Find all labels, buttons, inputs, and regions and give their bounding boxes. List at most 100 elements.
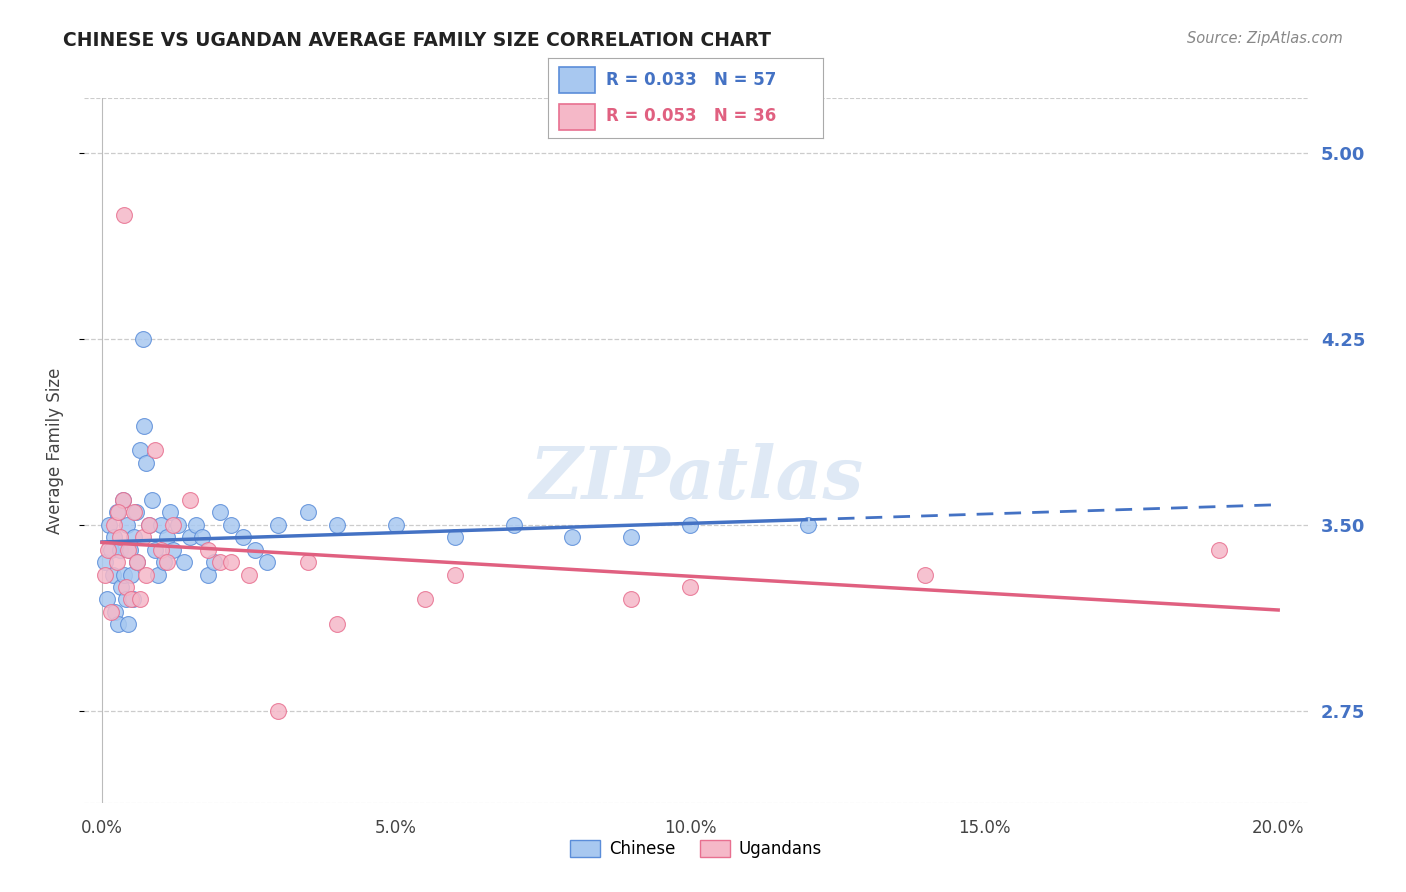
Point [127, 555, 149, 569]
Point [143, 542, 166, 557]
Point [94, 567, 117, 582]
Point [124, 506, 146, 520]
Point [444, 567, 467, 582]
Point [173, 555, 195, 569]
Point [146, 567, 169, 582]
Point [129, 443, 152, 458]
Point [561, 530, 583, 544]
Point [117, 542, 139, 557]
Point [179, 493, 201, 508]
Point [191, 530, 214, 544]
Point [197, 542, 219, 557]
Point [132, 332, 155, 346]
Point [152, 555, 174, 569]
Point [444, 530, 467, 544]
Point [156, 530, 179, 544]
Point [111, 493, 134, 508]
Point [143, 443, 166, 458]
Y-axis label: Average Family Size: Average Family Size [45, 368, 63, 533]
Point [267, 704, 290, 718]
Point [110, 580, 132, 594]
Point [114, 580, 136, 594]
Point [134, 418, 156, 433]
Point [135, 567, 157, 582]
Point [179, 530, 201, 544]
Point [620, 592, 643, 607]
Point [238, 567, 260, 582]
Point [132, 530, 155, 544]
Point [94, 555, 117, 569]
Point [96, 592, 118, 607]
Point [100, 605, 122, 619]
Point [297, 555, 319, 569]
Point [159, 506, 181, 520]
Point [108, 530, 131, 544]
Point [105, 555, 128, 569]
Point [120, 542, 142, 557]
Point [138, 517, 160, 532]
Point [97, 542, 120, 557]
Point [385, 517, 408, 532]
Point [232, 530, 254, 544]
Point [141, 493, 163, 508]
Point [243, 542, 266, 557]
Point [184, 517, 207, 532]
Point [267, 517, 290, 532]
Point [221, 517, 243, 532]
Point [105, 506, 128, 520]
Point [620, 530, 643, 544]
Point [326, 517, 349, 532]
Point [202, 555, 225, 569]
Point [112, 208, 135, 222]
Point [117, 617, 139, 632]
Point [167, 517, 190, 532]
Point [162, 542, 184, 557]
Point [124, 530, 146, 544]
Point [138, 517, 160, 532]
Point [125, 506, 148, 520]
Text: R = 0.033   N = 57: R = 0.033 N = 57 [606, 71, 776, 89]
Point [103, 530, 125, 544]
FancyBboxPatch shape [560, 103, 595, 130]
Point [98, 517, 121, 532]
Point [326, 617, 349, 632]
Point [112, 567, 135, 582]
Point [162, 517, 184, 532]
Text: CHINESE VS UGANDAN AVERAGE FAMILY SIZE CORRELATION CHART: CHINESE VS UGANDAN AVERAGE FAMILY SIZE C… [63, 31, 772, 50]
Point [115, 517, 138, 532]
Point [107, 617, 129, 632]
Point [101, 567, 124, 582]
Text: ZIPatlas: ZIPatlas [529, 443, 863, 514]
Point [1208, 542, 1230, 557]
Point [149, 542, 172, 557]
Point [149, 517, 172, 532]
Point [111, 493, 134, 508]
Point [197, 567, 219, 582]
Point [679, 517, 702, 532]
Point [297, 506, 319, 520]
Point [127, 555, 149, 569]
Point [796, 517, 818, 532]
Text: Source: ZipAtlas.com: Source: ZipAtlas.com [1187, 31, 1343, 46]
Text: R = 0.053   N = 36: R = 0.053 N = 36 [606, 107, 776, 125]
Point [120, 592, 142, 607]
Point [135, 456, 157, 470]
Point [114, 592, 136, 607]
Point [108, 542, 131, 557]
Point [129, 592, 152, 607]
Point [914, 567, 936, 582]
Legend: Chinese, Ugandans: Chinese, Ugandans [564, 833, 828, 865]
Point [415, 592, 437, 607]
FancyBboxPatch shape [560, 67, 595, 94]
Point [107, 506, 129, 520]
Point [103, 517, 125, 532]
Point [502, 517, 524, 532]
Point [256, 555, 278, 569]
Point [679, 580, 702, 594]
Point [208, 506, 231, 520]
Point [121, 592, 143, 607]
Point [104, 605, 127, 619]
Point [156, 555, 179, 569]
Point [100, 542, 122, 557]
Point [208, 555, 231, 569]
